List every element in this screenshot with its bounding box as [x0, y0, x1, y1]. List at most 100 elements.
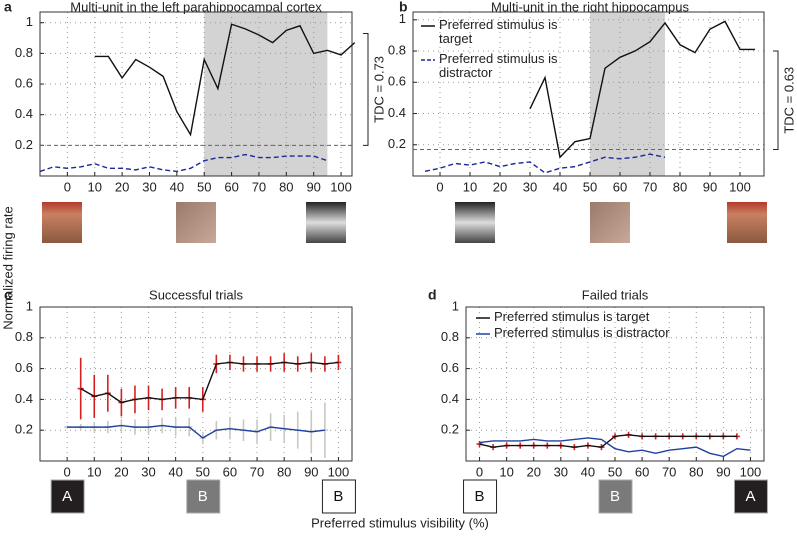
y-tick-label: 1	[26, 298, 33, 313]
y-tick-label: 0.4	[15, 106, 33, 121]
stimulus-box	[50, 479, 85, 514]
y-tick-label: 0.6	[15, 360, 33, 375]
stimulus-image	[42, 202, 82, 243]
x-tick-label: 50	[583, 179, 597, 194]
series-line	[80, 361, 339, 404]
x-tick-label: 100	[328, 464, 350, 479]
x-tick-label: 90	[703, 179, 717, 194]
legend-entry: Preferred stimulus is target	[439, 18, 557, 46]
series-line	[424, 153, 666, 174]
stimulus-box	[463, 479, 498, 514]
y-tick-label: 0.8	[388, 42, 406, 57]
x-tick-label: 20	[114, 464, 128, 479]
y-tick-label: 0.2	[388, 136, 406, 151]
series-line	[94, 23, 356, 137]
panel-letter: a	[4, 0, 12, 15]
tdc-label: TDC = 0.63	[781, 67, 796, 134]
stimulus-label: B	[610, 488, 620, 505]
x-tick-label: 70	[643, 179, 657, 194]
x-tick-label: 40	[581, 464, 595, 479]
x-tick-label: 70	[250, 464, 264, 479]
legend-label: Preferred stimulus is distractor	[494, 326, 670, 340]
series-line	[529, 20, 755, 159]
x-tick-label: 90	[306, 179, 320, 194]
x-tick-label: 30	[141, 464, 155, 479]
chart-title: Multi-unit in the right hippocampus	[491, 0, 689, 14]
y-tick-label: 0.6	[388, 74, 406, 89]
legend-label: Preferred stimulus is target	[494, 310, 650, 324]
series-line	[39, 153, 328, 173]
x-tick-label: 80	[689, 464, 703, 479]
x-tick-label: 60	[613, 179, 627, 194]
stimulus-label: B	[475, 488, 485, 505]
legend-entry: Preferred stimulus is distractor	[494, 326, 670, 340]
chart-title: Multi-unit in the left parahippocampal c…	[70, 0, 322, 14]
x-tick-label: 20	[526, 464, 540, 479]
stimulus-label: A	[745, 488, 755, 505]
x-tick-label: 30	[554, 464, 568, 479]
stimulus-label: B	[198, 488, 208, 505]
stimulus-box	[321, 479, 356, 514]
x-tick-label: 80	[279, 179, 293, 194]
x-tick-label: 70	[252, 179, 266, 194]
y-tick-label: 0.6	[441, 360, 459, 375]
stimulus-label: A	[62, 488, 72, 505]
y-tick-label: 0.8	[15, 45, 33, 60]
legend-label: Preferred stimulus is distractor	[439, 52, 558, 80]
series-line	[479, 437, 751, 458]
y-tick-label: 0.8	[15, 329, 33, 344]
x-tick-label: 40	[553, 179, 567, 194]
panel-letter: c	[4, 287, 12, 303]
legend-entry: Preferred stimulus is distractor	[439, 52, 558, 80]
x-tick-label: 60	[223, 464, 237, 479]
plot-frame	[465, 306, 765, 462]
stimulus-image	[727, 202, 767, 243]
x-tick-label: 30	[523, 179, 537, 194]
x-tick-label: 20	[115, 179, 129, 194]
stimulus-box	[186, 479, 221, 514]
series-line	[67, 424, 325, 439]
plot-frame	[39, 11, 353, 177]
tdc-label: TDC = 0.73	[371, 56, 386, 123]
chart-title: Successful trials	[149, 287, 243, 302]
x-tick-label: 0	[64, 464, 71, 479]
y-tick-label: 0.8	[441, 329, 459, 344]
y-tick-label: 1	[452, 298, 459, 313]
panel-letter: d	[428, 287, 437, 303]
x-tick-label: 90	[304, 464, 318, 479]
x-tick-label: 50	[197, 179, 211, 194]
x-tick-label: 20	[493, 179, 507, 194]
y-tick-label: 0.4	[441, 391, 459, 406]
y-tick-label: 0.2	[441, 422, 459, 437]
x-tick-label: 40	[168, 464, 182, 479]
stimulus-image	[306, 202, 346, 243]
y-tick-label: 0.4	[388, 105, 406, 120]
x-tick-label: 100	[330, 179, 352, 194]
chart-title: Failed trials	[582, 287, 649, 302]
y-tick-label: 1	[26, 14, 33, 29]
x-tick-label: 30	[142, 179, 156, 194]
x-axis-label: Preferred stimulus visibility (%)	[311, 515, 489, 530]
y-axis-label: Normalized firing rate	[0, 206, 15, 330]
stimulus-label: B	[333, 488, 343, 505]
stimulus-image	[455, 202, 495, 243]
x-tick-label: 70	[662, 464, 676, 479]
x-tick-label: 100	[729, 179, 751, 194]
x-tick-label: 10	[88, 179, 102, 194]
y-tick-label: 1	[399, 11, 406, 26]
x-tick-label: 0	[436, 179, 443, 194]
x-tick-label: 0	[64, 179, 71, 194]
x-tick-label: 80	[673, 179, 687, 194]
plot-frame	[412, 11, 765, 177]
tdc-bracket	[773, 50, 779, 150]
y-tick-label: 0.4	[15, 391, 33, 406]
x-tick-label: 60	[224, 179, 238, 194]
y-tick-label: 0.6	[15, 75, 33, 90]
stimulus-box	[598, 479, 633, 514]
x-tick-label: 50	[608, 464, 622, 479]
panel-letter: b	[399, 0, 408, 15]
x-tick-label: 90	[716, 464, 730, 479]
x-tick-label: 100	[740, 464, 762, 479]
x-tick-label: 60	[635, 464, 649, 479]
